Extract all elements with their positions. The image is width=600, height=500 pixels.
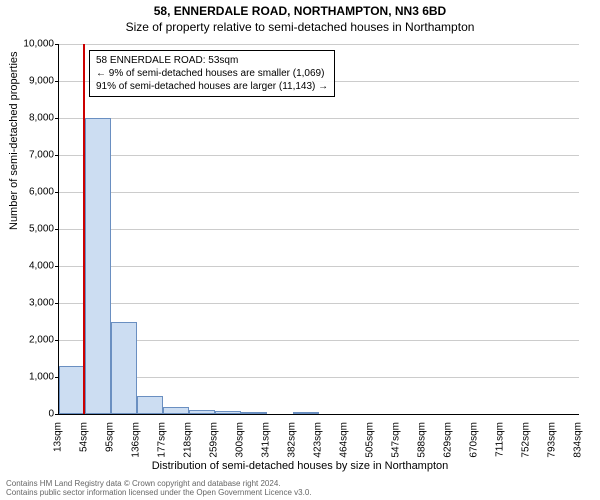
- x-tick-label: 95sqm: [105, 422, 116, 452]
- x-tick-label: 218sqm: [183, 422, 194, 458]
- chart-plot-area: 58 ENNERDALE ROAD: 53sqm ← 9% of semi-de…: [58, 44, 579, 415]
- x-tick-label: 136sqm: [131, 422, 142, 458]
- histogram-bar: [85, 118, 111, 414]
- x-tick-label: 752sqm: [521, 422, 532, 458]
- x-tick-label: 547sqm: [391, 422, 402, 458]
- histogram-bar: [241, 412, 267, 414]
- histogram-bar: [215, 411, 241, 414]
- gridline: [59, 44, 579, 45]
- x-axis-label: Distribution of semi-detached houses by …: [0, 460, 600, 472]
- annotation-box: 58 ENNERDALE ROAD: 53sqm ← 9% of semi-de…: [89, 50, 335, 97]
- gridline: [59, 155, 579, 156]
- x-ticks: 13sqm54sqm95sqm136sqm177sqm218sqm259sqm3…: [58, 418, 578, 458]
- annotation-line-3: 91% of semi-detached houses are larger (…: [96, 80, 328, 93]
- histogram-bar: [189, 410, 215, 414]
- y-tick-label: 5,000: [29, 224, 54, 235]
- x-tick-label: 177sqm: [157, 422, 168, 458]
- x-tick-label: 259sqm: [209, 422, 220, 458]
- highlight-marker-line: [83, 44, 85, 414]
- histogram-bar: [111, 322, 137, 415]
- page-title-2: Size of property relative to semi-detach…: [0, 18, 600, 34]
- x-tick-label: 588sqm: [417, 422, 428, 458]
- y-tick-label: 1,000: [29, 372, 54, 383]
- y-ticks: 01,0002,0003,0004,0005,0006,0007,0008,00…: [0, 44, 56, 414]
- x-tick-label: 834sqm: [573, 422, 584, 458]
- y-tick-label: 6,000: [29, 187, 54, 198]
- annotation-line-2: ← 9% of semi-detached houses are smaller…: [96, 67, 328, 80]
- footer-attribution: Contains HM Land Registry data © Crown c…: [6, 479, 312, 498]
- gridline: [59, 340, 579, 341]
- gridline: [59, 377, 579, 378]
- y-tick-label: 3,000: [29, 298, 54, 309]
- x-tick-label: 629sqm: [443, 422, 454, 458]
- x-tick-label: 13sqm: [53, 422, 64, 452]
- gridline: [59, 118, 579, 119]
- x-tick-label: 670sqm: [469, 422, 480, 458]
- x-tick-label: 423sqm: [313, 422, 324, 458]
- footer-line-1: Contains HM Land Registry data © Crown c…: [6, 479, 312, 489]
- gridline: [59, 303, 579, 304]
- y-tick-label: 0: [48, 409, 54, 420]
- x-tick-label: 793sqm: [547, 422, 558, 458]
- histogram-bar: [137, 396, 163, 415]
- x-tick-label: 505sqm: [365, 422, 376, 458]
- gridline: [59, 266, 579, 267]
- annotation-line-1: 58 ENNERDALE ROAD: 53sqm: [96, 54, 328, 67]
- y-tick-label: 4,000: [29, 261, 54, 272]
- histogram-bar: [163, 407, 189, 414]
- histogram-bar: [293, 412, 319, 414]
- y-tick-label: 2,000: [29, 335, 54, 346]
- gridline: [59, 229, 579, 230]
- histogram-bar: [59, 366, 85, 414]
- x-tick-label: 341sqm: [261, 422, 272, 458]
- y-tick-label: 7,000: [29, 150, 54, 161]
- x-tick-label: 711sqm: [495, 422, 506, 457]
- x-tick-label: 300sqm: [235, 422, 246, 458]
- y-tick-label: 10,000: [23, 39, 54, 50]
- page-title-1: 58, ENNERDALE ROAD, NORTHAMPTON, NN3 6BD: [0, 0, 600, 18]
- x-tick-label: 54sqm: [79, 422, 90, 452]
- y-tick-label: 9,000: [29, 76, 54, 87]
- gridline: [59, 192, 579, 193]
- x-tick-label: 464sqm: [339, 422, 350, 458]
- footer-line-2: Contains public sector information licen…: [6, 488, 312, 498]
- x-tick-label: 382sqm: [287, 422, 298, 458]
- y-tick-label: 8,000: [29, 113, 54, 124]
